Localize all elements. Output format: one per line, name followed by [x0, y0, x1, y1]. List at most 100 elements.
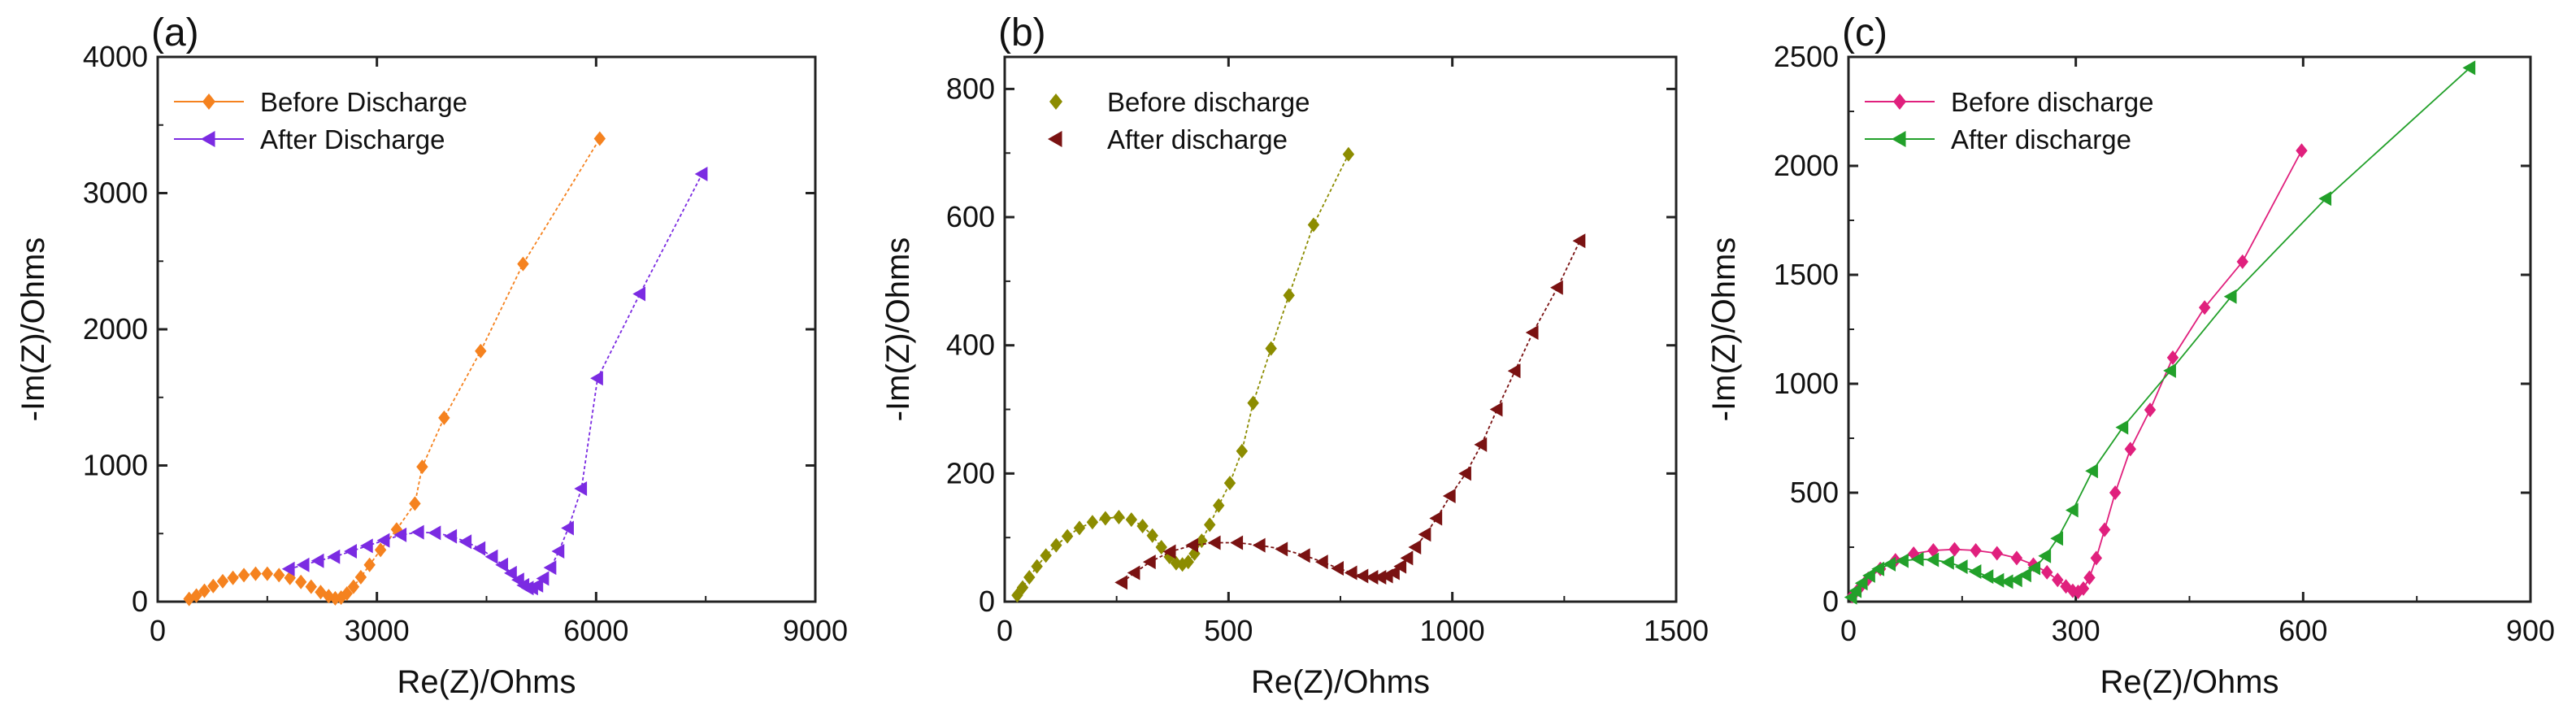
data-point	[198, 583, 211, 598]
data-point	[1127, 565, 1140, 581]
data-point	[1883, 556, 1896, 572]
series-line	[289, 173, 703, 589]
data-point	[472, 541, 486, 556]
data-point	[2085, 463, 2098, 479]
legend-label: After discharge	[1951, 124, 2131, 154]
y-axis-title: -Im(Z)/Ohms	[1706, 237, 1742, 422]
data-point	[1991, 546, 2003, 561]
data-point	[2236, 254, 2248, 269]
y-tick-label: 2000	[83, 312, 148, 346]
data-point	[183, 591, 195, 607]
data-point	[1023, 570, 1036, 585]
data-point	[1854, 576, 1868, 591]
data-point	[1176, 557, 1188, 572]
series-line	[1851, 150, 2303, 597]
y-tick-label: 1000	[1774, 367, 1839, 400]
data-point	[543, 560, 557, 576]
data-point	[517, 256, 529, 272]
data-point	[1155, 540, 1167, 555]
data-point	[2318, 191, 2332, 207]
y-axis-title: -Im(Z)/Ohms	[15, 237, 51, 422]
y-tick-label: 200	[946, 456, 995, 489]
series-2	[1114, 233, 1586, 590]
data-point	[376, 533, 390, 548]
data-point	[1162, 544, 1176, 559]
data-point	[1213, 498, 1225, 513]
data-point	[2010, 550, 2023, 566]
data-point	[1236, 443, 1249, 459]
data-point	[2124, 441, 2136, 457]
data-point	[2115, 420, 2129, 435]
data-point	[305, 579, 317, 594]
chart-panel-2: 0 500 1000 1500 0 200 400 600 800 Re(Z)/Ohms -Im(Z…	[880, 11, 1709, 700]
data-point	[1283, 288, 1295, 303]
data-point	[2052, 572, 2064, 588]
data-point	[2000, 574, 2013, 589]
data-point	[374, 542, 387, 558]
data-point	[207, 578, 219, 594]
data-point	[1223, 476, 1236, 491]
data-point	[561, 520, 574, 536]
data-point	[1073, 520, 1086, 536]
legend-marker	[1048, 131, 1062, 147]
data-point	[1507, 363, 1521, 379]
data-point	[2098, 522, 2111, 537]
data-point	[216, 573, 229, 589]
y-axis-title: -Im(Z)/Ohms	[880, 237, 916, 422]
data-point	[2027, 560, 2041, 576]
data-point	[409, 496, 421, 511]
x-tick-label: 1000	[1420, 614, 1485, 647]
data-point	[1086, 515, 1099, 530]
data-point	[344, 544, 357, 559]
data-point	[536, 571, 550, 586]
legend-label: After Discharge	[260, 124, 445, 154]
data-point	[2009, 572, 2022, 588]
data-point	[2296, 143, 2308, 159]
y-tick-label: 2000	[1774, 149, 1839, 182]
chart-panel-1: 0 3000 6000 9000 0 1000 2000 3000 4000 Re(Z)/Ohms…	[15, 11, 848, 700]
data-point	[1344, 565, 1358, 581]
data-point	[2144, 402, 2157, 418]
data-point	[1114, 575, 1128, 590]
data-point	[2109, 485, 2122, 500]
legend: Before discharge After discharge	[1048, 87, 1310, 154]
data-point	[1910, 551, 1924, 567]
legend-label: Before Discharge	[260, 87, 467, 117]
data-point	[2018, 568, 2031, 583]
data-point	[1230, 535, 1244, 550]
data-point	[1040, 548, 1052, 563]
chart-panel-3: 0 300 600 900 0 500 1000 1500 2000 2500 Re(Z)/Ohms…	[1706, 11, 2555, 700]
data-point	[1941, 555, 1954, 570]
data-point	[250, 566, 262, 581]
x-tick-label: 6000	[563, 614, 628, 647]
data-point	[1365, 570, 1379, 585]
data-point	[273, 568, 285, 583]
data-point	[2198, 300, 2211, 315]
plot-frame	[156, 55, 817, 603]
data-point	[1146, 528, 1158, 543]
data-point	[1275, 542, 1288, 557]
data-point	[1314, 555, 1328, 570]
panel-label: (b)	[998, 11, 1046, 54]
x-tick-label: 1500	[1644, 614, 1709, 647]
data-point	[1373, 570, 1387, 585]
y-tick-label: 500	[1790, 476, 1839, 509]
data-point	[1408, 540, 1422, 555]
data-point	[311, 553, 324, 568]
data-point	[1355, 568, 1369, 584]
data-point	[2163, 363, 2176, 378]
legend-marker	[201, 131, 215, 147]
data-point	[1387, 565, 1400, 581]
data-point	[530, 577, 544, 593]
data-point	[1991, 572, 2005, 588]
data-point	[2065, 502, 2079, 518]
data-point	[416, 459, 428, 475]
data-point	[1871, 561, 1885, 576]
data-point	[1862, 568, 1875, 583]
y-tick-label: 1000	[83, 449, 148, 482]
y-tick-label: 600	[946, 200, 995, 233]
y-tick-label: 400	[946, 328, 995, 362]
data-point	[2038, 548, 2052, 563]
data-point	[551, 544, 565, 559]
